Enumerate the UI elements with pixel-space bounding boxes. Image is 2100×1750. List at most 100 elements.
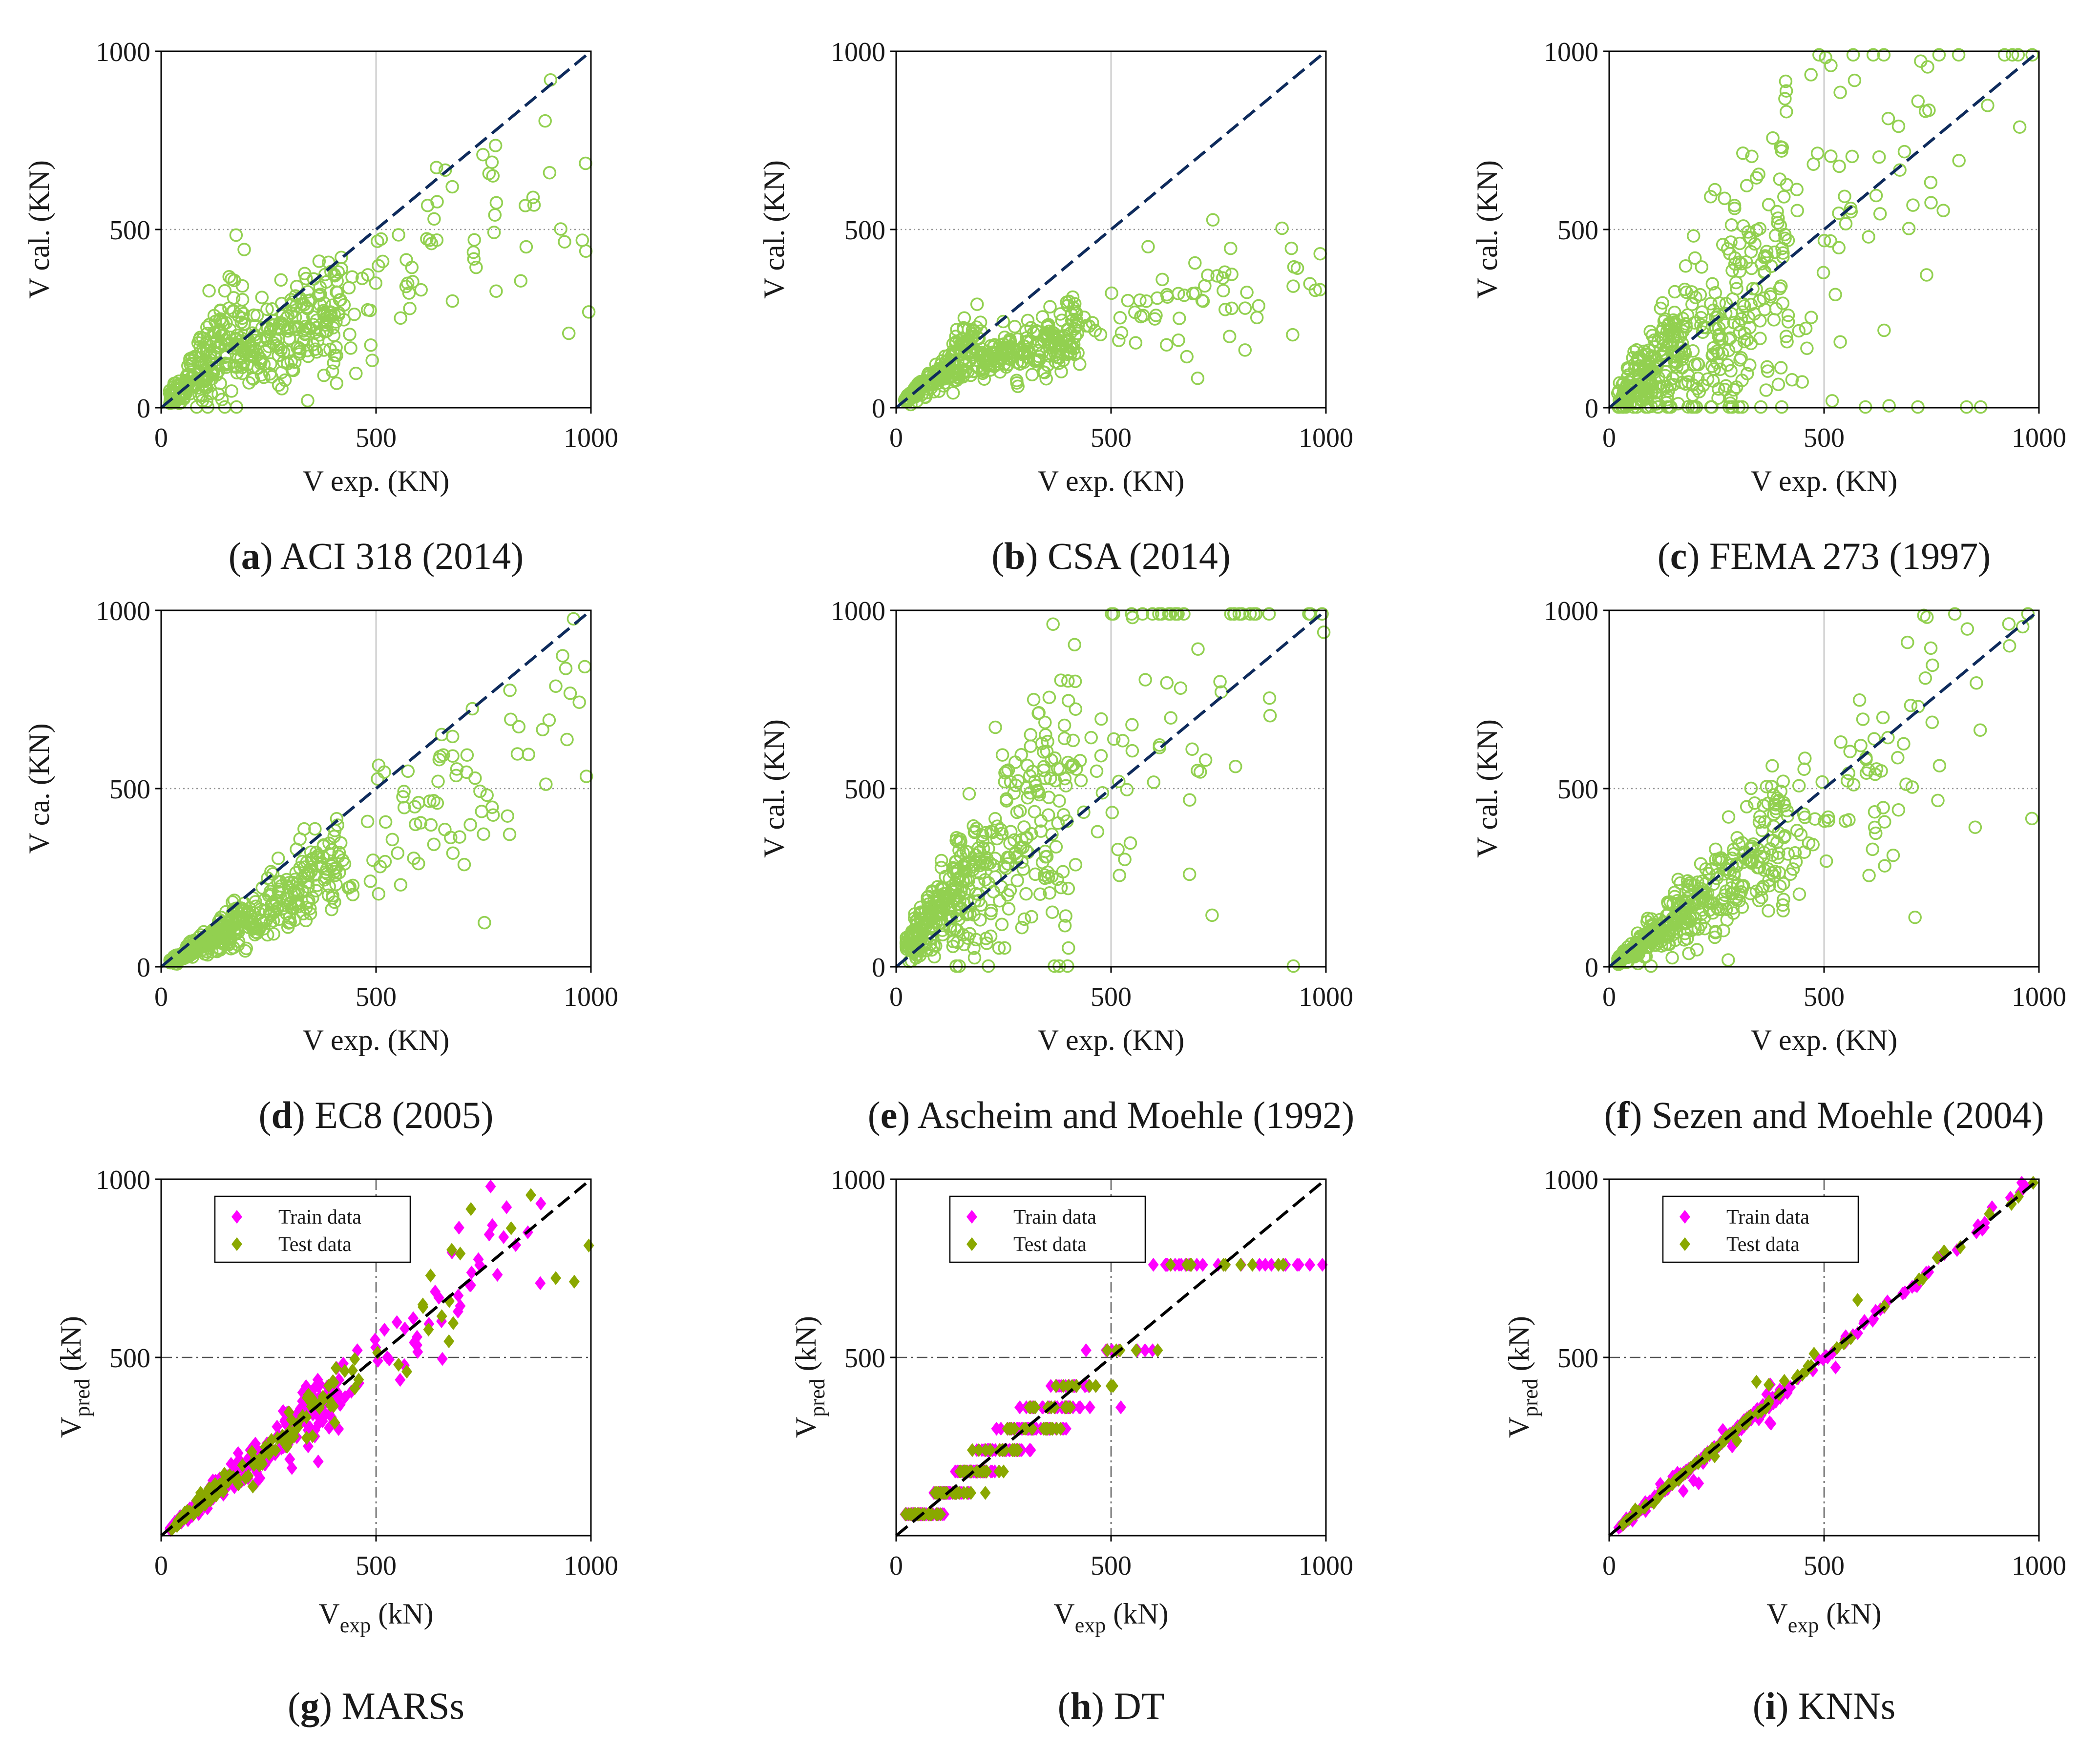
x-tick-label: 500 bbox=[356, 423, 397, 453]
data-point bbox=[1730, 831, 1744, 845]
data-point bbox=[955, 338, 969, 352]
data-point bbox=[450, 762, 464, 776]
data-point bbox=[1225, 301, 1239, 315]
data-point bbox=[488, 139, 503, 152]
data-point bbox=[1051, 1421, 1062, 1436]
data-point bbox=[284, 1433, 295, 1447]
x-axis-label-main: V bbox=[1053, 1598, 1074, 1630]
data-point bbox=[1768, 229, 1783, 243]
series-points bbox=[1611, 48, 2039, 414]
data-point bbox=[966, 1443, 978, 1458]
data-point bbox=[1057, 731, 1071, 745]
data-point bbox=[1841, 774, 1854, 788]
data-point bbox=[1715, 347, 1729, 360]
data-point bbox=[289, 299, 303, 313]
data-point bbox=[1817, 234, 1831, 248]
data-point bbox=[446, 1243, 458, 1257]
data-point bbox=[1877, 48, 1891, 62]
data-point bbox=[328, 865, 341, 878]
data-point bbox=[1024, 728, 1038, 742]
x-tick-label: 500 bbox=[1091, 423, 1132, 453]
data-point bbox=[1054, 673, 1068, 687]
data-point bbox=[277, 898, 291, 912]
data-point bbox=[212, 326, 226, 339]
data-point bbox=[1766, 131, 1780, 145]
data-point bbox=[207, 935, 221, 949]
data-point bbox=[1670, 894, 1684, 908]
data-point bbox=[219, 905, 233, 919]
data-point bbox=[1824, 234, 1837, 248]
data-point bbox=[1710, 872, 1724, 885]
data-point bbox=[1086, 316, 1099, 330]
data-point bbox=[550, 1271, 562, 1285]
data-point bbox=[1665, 951, 1679, 965]
data-point bbox=[364, 338, 378, 352]
data-point bbox=[1726, 843, 1741, 856]
data-point bbox=[955, 1464, 966, 1479]
data-point bbox=[1758, 863, 1771, 877]
data-point bbox=[1792, 887, 1806, 901]
data-point bbox=[981, 1464, 992, 1479]
data-point bbox=[1069, 762, 1083, 776]
data-point bbox=[1213, 675, 1227, 688]
data-point bbox=[1069, 858, 1083, 872]
x-tick-label: 500 bbox=[356, 1551, 397, 1581]
data-point bbox=[950, 936, 965, 949]
data-point bbox=[910, 913, 924, 927]
data-point bbox=[1684, 923, 1699, 938]
y-tick-label: 500 bbox=[844, 215, 885, 246]
data-point bbox=[1123, 836, 1137, 850]
y-tick-label: 1000 bbox=[96, 596, 150, 626]
x-tick-label: 500 bbox=[1804, 982, 1845, 1012]
data-point bbox=[313, 280, 327, 294]
data-point bbox=[1105, 607, 1118, 621]
data-point bbox=[2002, 639, 2016, 653]
data-point bbox=[219, 358, 233, 372]
data-point bbox=[572, 695, 586, 709]
data-point bbox=[293, 347, 306, 361]
data-point bbox=[1043, 886, 1056, 900]
data-point bbox=[245, 371, 259, 385]
data-point bbox=[324, 1407, 335, 1421]
data-point bbox=[1731, 1434, 1743, 1448]
caption-letter: b bbox=[1004, 535, 1025, 577]
data-point bbox=[457, 857, 471, 872]
data-point bbox=[1779, 1374, 1790, 1388]
data-point bbox=[213, 304, 227, 318]
data-point bbox=[993, 894, 1007, 908]
data-point bbox=[1815, 775, 1829, 789]
data-point bbox=[1180, 350, 1194, 364]
data-point bbox=[525, 1188, 536, 1202]
y-tick-label: 500 bbox=[844, 774, 885, 805]
data-point bbox=[995, 748, 1009, 762]
data-point bbox=[1038, 366, 1051, 379]
data-point bbox=[979, 855, 993, 869]
data-point bbox=[1014, 748, 1028, 762]
y-tick-label: 0 bbox=[137, 394, 150, 424]
data-point bbox=[1800, 341, 1814, 355]
data-point bbox=[1831, 1341, 1843, 1355]
data-point bbox=[1808, 1347, 1820, 1361]
data-point bbox=[967, 894, 982, 908]
data-point bbox=[222, 337, 235, 351]
data-point bbox=[1789, 855, 1803, 869]
y-tick-label: 1000 bbox=[1544, 37, 1598, 67]
data-point bbox=[339, 1390, 351, 1404]
data-point bbox=[1877, 323, 1891, 337]
data-point bbox=[1172, 333, 1185, 347]
data-point bbox=[469, 260, 483, 274]
data-point bbox=[257, 915, 271, 929]
data-point bbox=[349, 366, 363, 380]
y-axis-label-unit: (kN) bbox=[790, 1316, 822, 1378]
data-point bbox=[1040, 850, 1054, 864]
data-point bbox=[1680, 285, 1693, 299]
data-point bbox=[1748, 796, 1762, 810]
data-point bbox=[1148, 1257, 1159, 1272]
data-point bbox=[347, 308, 361, 321]
data-point bbox=[330, 376, 344, 390]
data-point bbox=[1706, 374, 1720, 388]
legend-box bbox=[214, 1195, 411, 1263]
data-point bbox=[1852, 1293, 1863, 1307]
data-point bbox=[1952, 1243, 1963, 1257]
data-point bbox=[2002, 617, 2016, 631]
